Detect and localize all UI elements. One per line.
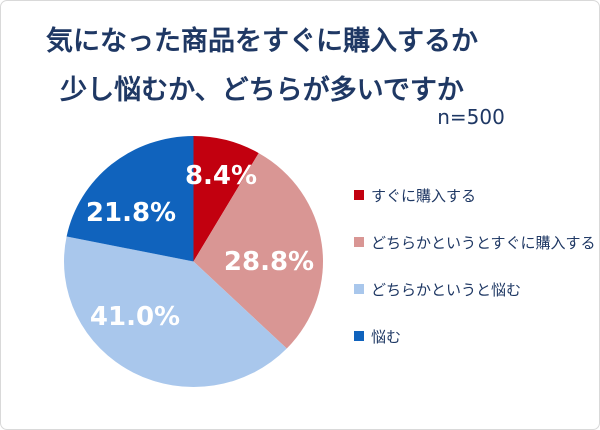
legend-swatch-icon — [354, 237, 364, 247]
legend-swatch-icon — [354, 284, 364, 294]
legend-item-0: すぐに購入する — [354, 186, 599, 205]
chart-title: 気になった商品をすぐに購入するか 少し悩むか、どちらが多いですか — [1, 17, 523, 115]
pie-slice-1 — [193, 153, 323, 349]
pie-slice-3 — [66, 136, 194, 262]
legend-item-1: どちらかというとすぐに購入する — [354, 233, 599, 252]
pie-slice-0 — [193, 136, 259, 262]
chart-title-line2: 少し悩むか、どちらが多いですか — [60, 75, 464, 106]
pie-data-label-3: 21.8% — [86, 198, 176, 228]
legend-item-3: 悩む — [354, 327, 599, 346]
legend-item-label: どちらかというと悩む — [371, 280, 522, 299]
chart-title-line1: 気になった商品をすぐに購入するか — [46, 26, 478, 57]
pie-slice-2 — [64, 236, 287, 387]
legend-item-label: どちらかというとすぐに購入する — [371, 233, 596, 252]
legend-item-2: どちらかというと悩む — [354, 280, 599, 299]
pie-data-label-1: 28.8% — [224, 247, 314, 277]
legend-item-label: 悩む — [371, 327, 402, 346]
legend-swatch-icon — [354, 190, 364, 200]
legend-swatch-icon — [354, 331, 364, 341]
legend-item-label: すぐに購入する — [371, 186, 477, 205]
sample-size-label: n=500 — [437, 105, 505, 129]
pie-data-label-0: 8.4% — [185, 161, 257, 191]
pie-data-label-2: 41.0% — [90, 302, 180, 332]
legend: すぐに購入するどちらかというとすぐに購入する どちらかというと悩む 悩む — [354, 186, 599, 346]
